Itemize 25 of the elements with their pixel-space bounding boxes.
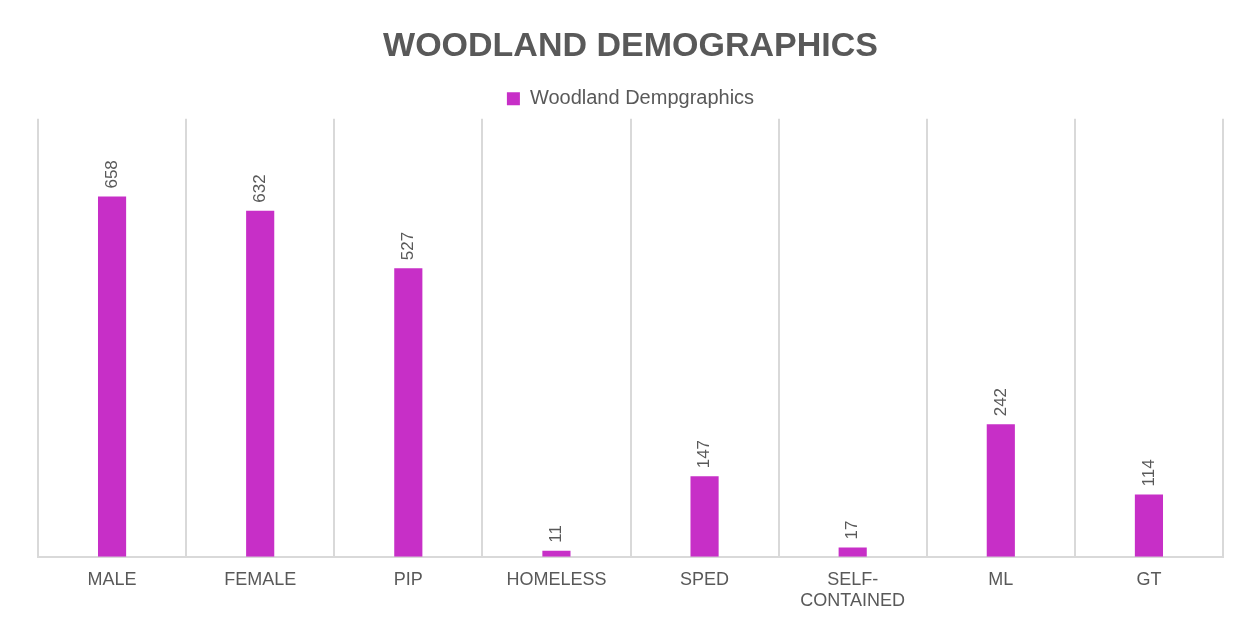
x-tick-label: HOMELESS — [506, 568, 607, 589]
x-tick-label: FEMALE — [224, 568, 297, 589]
bar — [1134, 494, 1164, 557]
bar — [838, 547, 867, 557]
chart-title: WOODLAND DEMOGRAPHICS — [383, 24, 878, 63]
x-tick-label: PIP — [393, 568, 423, 589]
data-label: 11 — [546, 525, 566, 543]
data-label: 632 — [249, 174, 269, 203]
legend-label: Woodland Dempgraphics — [529, 86, 755, 109]
bar — [97, 196, 127, 557]
x-tick-label: MALE — [87, 568, 137, 589]
data-label: 242 — [990, 387, 1010, 417]
bar — [246, 210, 275, 557]
data-label: 658 — [101, 160, 121, 189]
data-label: 147 — [694, 439, 714, 469]
bar — [394, 268, 423, 557]
x-tick-label: SPED — [680, 568, 730, 589]
x-tick-label: ML — [988, 568, 1014, 589]
x-tick-label: GT — [1136, 568, 1162, 589]
bar — [690, 476, 719, 557]
data-label: 17 — [842, 520, 862, 540]
data-label: 527 — [398, 231, 417, 261]
data-label: 114 — [1138, 459, 1158, 487]
x-tick-label: SELF-CONTAINED — [800, 568, 906, 611]
bar — [986, 424, 1015, 557]
